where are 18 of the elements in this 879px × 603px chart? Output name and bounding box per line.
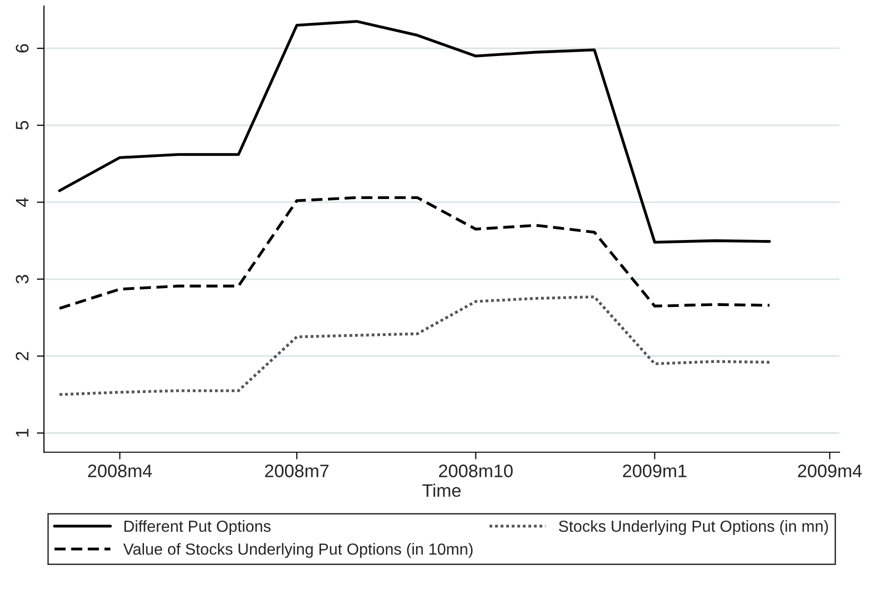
- y-tick-label: 5: [16, 121, 29, 130]
- x-tick-label: 2008m10: [439, 464, 513, 478]
- x-tick-label: 2009m1: [622, 464, 686, 478]
- y-tick-label: 3: [16, 274, 29, 284]
- line-series: [58, 295, 771, 396]
- legend-label: Different Put Options: [124, 520, 271, 536]
- x-tick-label: 2008m7: [265, 464, 329, 478]
- x-axis-title: Time: [422, 484, 461, 497]
- x-tick-label: 2008m4: [88, 464, 152, 478]
- y-tick-label: 4: [16, 198, 28, 207]
- legend-label: Value of Stocks Underlying Put Options (in 10mn): [123, 543, 473, 558]
- line-series: [58, 196, 771, 310]
- legend-label: Stocks Underlying Put Options (in mn): [558, 520, 828, 536]
- x-tick-label: 2009m4: [798, 464, 862, 478]
- y-tick-label: 6: [16, 44, 29, 52]
- y-tick-label: 1: [16, 428, 28, 437]
- y-tick-label: 2: [16, 352, 28, 360]
- line-series: [58, 20, 771, 244]
